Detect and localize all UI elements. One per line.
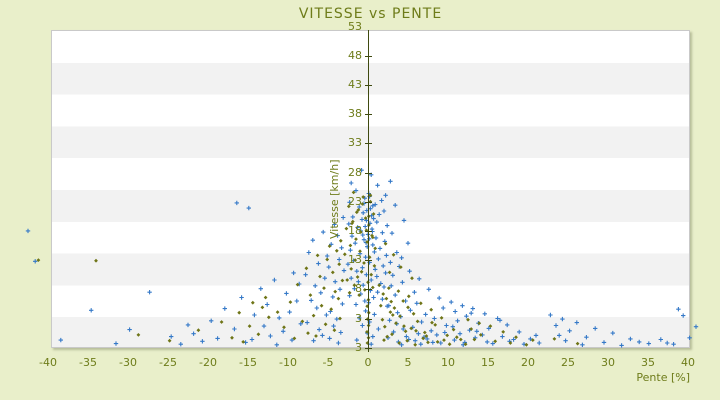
y-tick-label: 3 xyxy=(355,340,362,354)
y-tick-label: 28 xyxy=(348,165,362,179)
x-tick-label: 15 xyxy=(481,356,495,369)
x-tick-label: 5 xyxy=(404,356,412,369)
y-tick-label: 53 xyxy=(348,19,362,33)
x-tick-label: 30 xyxy=(601,356,615,369)
x-tick-label: 35 xyxy=(641,356,655,369)
y-tick-mark xyxy=(365,289,372,291)
y-tick-mark xyxy=(365,230,372,232)
y-tick-mark xyxy=(365,114,372,116)
y-tick-label: 23 xyxy=(348,194,362,208)
y-axis-title: Vitesse [km/h] xyxy=(328,159,341,239)
x-tick-label: 40 xyxy=(681,356,695,369)
y-tick-mark xyxy=(365,347,372,349)
y-tick-label: 18 xyxy=(348,223,362,237)
x-tick-label: -5 xyxy=(322,356,334,369)
scatter-series-blue xyxy=(25,168,699,348)
chart-title: VITESSE vs PENTE xyxy=(298,6,443,22)
x-tick-label: 20 xyxy=(521,356,535,369)
y-tick-label: 8 xyxy=(355,282,362,296)
y-tick-mark xyxy=(365,201,372,203)
x-tick-label: -25 xyxy=(159,356,177,369)
y-tick-mark xyxy=(365,172,372,174)
x-tick-label: -40 xyxy=(39,356,57,369)
y-tick-label: 3 xyxy=(355,311,362,325)
y-tick-mark xyxy=(365,55,372,57)
plot-area xyxy=(51,30,690,348)
x-tick-label: -20 xyxy=(199,356,217,369)
y-tick-label: 48 xyxy=(348,48,362,62)
x-tick-label: 25 xyxy=(561,356,575,369)
x-tick-label: -15 xyxy=(239,356,257,369)
y-tick-mark xyxy=(365,318,372,320)
y-tick-label: 33 xyxy=(348,136,362,150)
y-tick-label: 13 xyxy=(348,253,362,267)
x-axis-title: Pente [%] xyxy=(636,371,690,384)
y-tick-label: 38 xyxy=(348,107,362,121)
x-tick-label: -35 xyxy=(79,356,97,369)
y-axis-zero-line xyxy=(368,30,369,352)
y-tick-mark xyxy=(365,84,372,86)
x-tick-label: -10 xyxy=(279,356,297,369)
y-tick-label: 43 xyxy=(348,77,362,91)
x-tick-label: -30 xyxy=(119,356,137,369)
y-tick-mark xyxy=(365,143,372,145)
scatter-series-olive xyxy=(36,190,580,347)
y-tick-mark xyxy=(365,260,372,262)
x-tick-label: 10 xyxy=(441,356,455,369)
x-tick-label: 0 xyxy=(364,356,372,369)
